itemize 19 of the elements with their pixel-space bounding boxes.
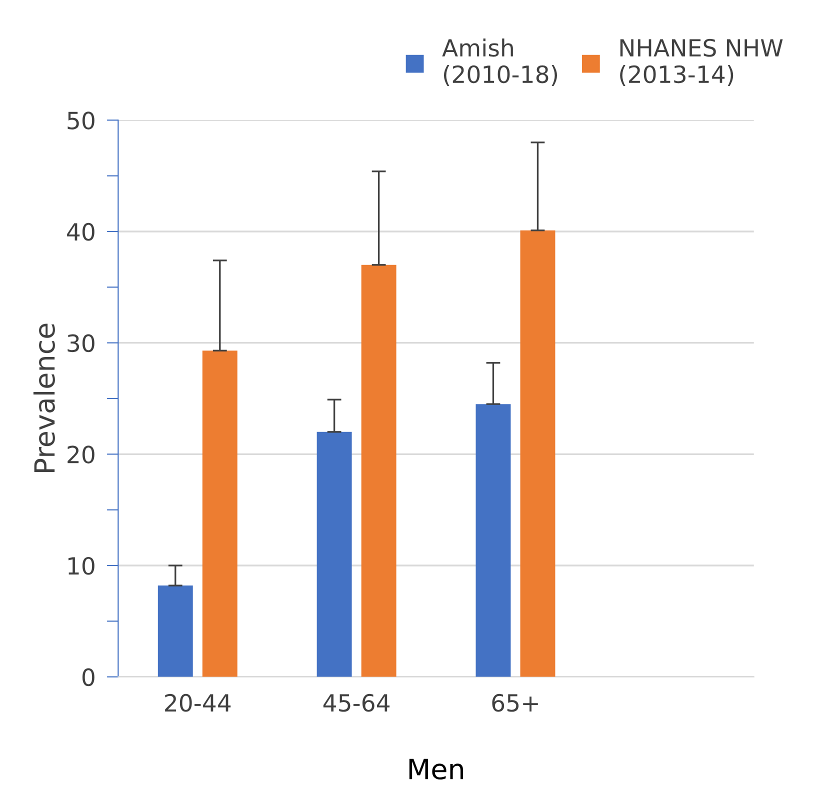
x-tick-label: 65+ bbox=[492, 694, 538, 712]
legend-label: Amish (2010-18) bbox=[442, 38, 558, 86]
bar bbox=[361, 264, 396, 677]
bar bbox=[316, 432, 352, 677]
y-tick-label: 0 bbox=[82, 668, 94, 686]
bar bbox=[202, 350, 238, 677]
x-axis-title: Men bbox=[409, 758, 463, 780]
bar bbox=[476, 404, 511, 677]
y-tick-label: 50 bbox=[68, 112, 94, 130]
x-tick-label: 45-64 bbox=[323, 694, 390, 712]
x-tick-label: 20-44 bbox=[165, 694, 231, 712]
bar bbox=[158, 586, 193, 677]
y-tick-label: 40 bbox=[67, 222, 94, 241]
y-tick-label: 30 bbox=[68, 334, 94, 352]
y-axis-title: Prevalence bbox=[33, 324, 55, 472]
bar bbox=[520, 230, 556, 677]
y-tick-label: 20 bbox=[68, 446, 94, 464]
legend-label: NHANES NHW (2013-14) bbox=[620, 38, 783, 86]
y-tick-label: 10 bbox=[68, 556, 94, 575]
